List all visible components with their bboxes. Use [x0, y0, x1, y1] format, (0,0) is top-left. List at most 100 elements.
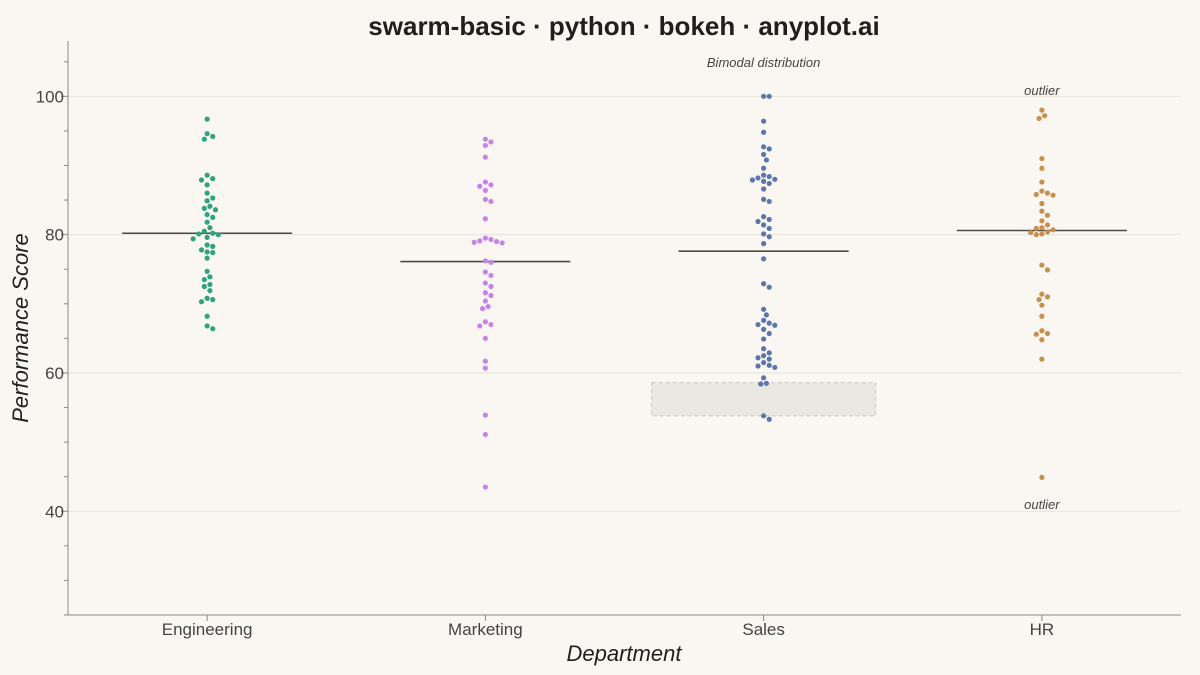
data-point-marketing	[482, 235, 488, 241]
data-point-sales	[766, 173, 772, 180]
data-point-marketing	[482, 269, 488, 275]
data-point-sales	[761, 326, 767, 332]
data-point-engineering	[210, 176, 216, 182]
x-tick-label: Marketing	[448, 620, 523, 639]
data-point-sales	[761, 172, 767, 178]
data-point-engineering	[204, 295, 210, 301]
data-point-marketing	[482, 196, 488, 202]
data-point-hr	[1050, 192, 1056, 198]
data-point-sales	[761, 256, 767, 262]
data-point-engineering	[204, 190, 210, 196]
data-point-engineering	[204, 268, 210, 274]
x-tick-label: Sales	[742, 620, 785, 639]
data-point-sales	[766, 93, 772, 99]
data-point-marketing	[482, 335, 488, 341]
data-point-engineering	[204, 242, 210, 248]
data-point-engineering	[210, 195, 216, 201]
data-point-marketing	[482, 258, 488, 264]
annotation-label: outlier	[1024, 83, 1060, 98]
data-point-engineering	[201, 136, 207, 142]
data-point-hr	[1044, 294, 1051, 300]
data-point-sales	[761, 336, 767, 342]
data-point-marketing	[488, 321, 494, 328]
axes	[67, 41, 1181, 616]
data-point-hr	[1033, 232, 1039, 238]
data-point-sales	[755, 218, 761, 225]
data-point-sales	[761, 151, 767, 158]
data-point-hr	[1039, 328, 1045, 334]
data-point-hr	[1044, 212, 1051, 218]
data-point-engineering	[210, 326, 216, 332]
data-point-marketing	[485, 303, 491, 310]
data-point-sales	[766, 146, 772, 152]
data-point-sales	[766, 216, 772, 223]
grid	[68, 95, 1181, 512]
data-point-marketing	[471, 239, 477, 245]
data-point-sales	[766, 416, 772, 422]
data-point-hr	[1044, 330, 1051, 337]
data-point-sales	[761, 231, 767, 237]
data-point-marketing	[482, 154, 488, 160]
data-point-hr	[1039, 262, 1045, 268]
data-point-sales	[766, 320, 772, 326]
data-point-sales	[761, 186, 767, 192]
data-point-hr	[1039, 225, 1045, 231]
data-point-engineering	[204, 172, 210, 178]
annotation-label: Bimodal distribution	[707, 55, 820, 70]
data-point-sales	[772, 322, 778, 328]
y-ticks: 40 60 80 100	[36, 61, 68, 616]
y-tick-label: 40	[45, 502, 64, 521]
data-point-sales	[766, 356, 772, 362]
data-point-sales	[761, 241, 767, 247]
data-point-marketing	[479, 306, 486, 312]
data-point-sales	[763, 380, 770, 386]
data-point-sales	[758, 381, 764, 387]
data-point-sales	[761, 93, 767, 99]
data-point-sales	[761, 346, 767, 352]
data-point-marketing	[482, 280, 488, 286]
data-point-hr	[1039, 155, 1045, 162]
highlight-band	[651, 382, 877, 417]
data-point-hr	[1033, 225, 1039, 232]
data-point-sales	[761, 353, 767, 359]
highlight-band-layer	[651, 382, 877, 417]
data-point-marketing	[482, 290, 488, 296]
data-point-sales	[766, 330, 772, 337]
y-tick-label: 60	[45, 364, 64, 383]
data-point-marketing	[488, 292, 494, 299]
data-point-hr	[1033, 331, 1039, 337]
data-point-marketing	[488, 139, 494, 145]
data-point-hr	[1044, 229, 1051, 235]
data-point-marketing	[482, 142, 488, 149]
x-tick-label: HR	[1030, 620, 1055, 639]
data-point-hr	[1042, 113, 1048, 119]
data-point-engineering	[207, 281, 213, 288]
data-point-sales	[763, 157, 770, 163]
data-point-sales	[761, 306, 767, 312]
data-point-engineering	[204, 198, 210, 204]
data-point-hr	[1036, 297, 1042, 303]
data-point-marketing	[482, 431, 488, 438]
data-point-engineering	[198, 177, 205, 183]
data-point-sales	[772, 176, 778, 182]
data-point-sales	[761, 222, 767, 228]
data-point-hr	[1039, 107, 1045, 113]
mean-lines	[122, 229, 1127, 263]
data-point-engineering	[190, 236, 196, 242]
data-point-sales	[761, 178, 767, 184]
data-point-marketing	[488, 198, 494, 205]
y-tick-label: 80	[45, 226, 64, 245]
data-point-marketing	[488, 283, 494, 290]
data-point-marketing	[482, 484, 488, 490]
chart-title: swarm-basic · python · bokeh · anyplot.a…	[368, 11, 879, 41]
data-point-hr	[1039, 313, 1045, 319]
data-point-engineering	[210, 133, 216, 140]
data-point-sales	[761, 413, 767, 419]
data-point-engineering	[204, 323, 210, 329]
data-point-marketing	[482, 319, 488, 325]
data-point-engineering	[210, 243, 216, 249]
data-points	[190, 93, 1056, 490]
annotations: Bimodal distribution outlier outlier	[707, 55, 1060, 512]
data-point-marketing	[488, 182, 494, 188]
